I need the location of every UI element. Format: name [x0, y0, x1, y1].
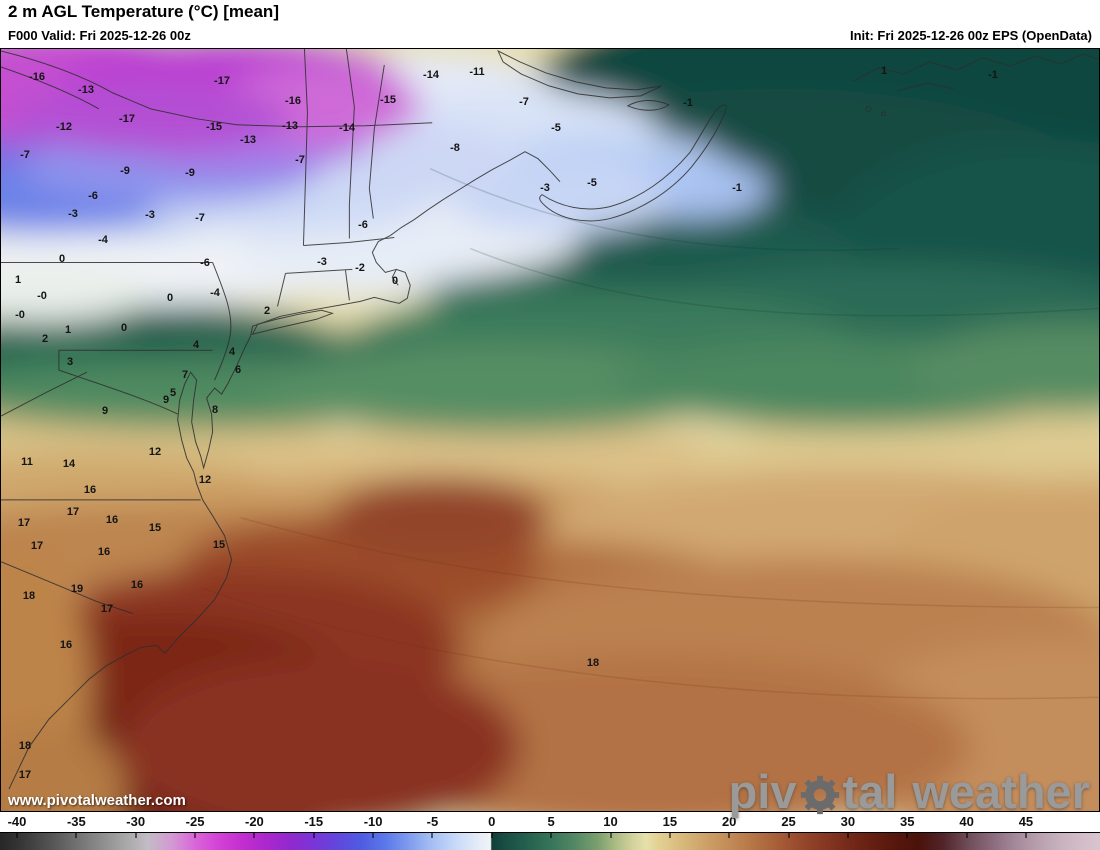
init-time-label: Init: Fri 2025-12-26 00z EPS (OpenData) [849, 28, 1092, 43]
colorbar-tick-mark [728, 833, 731, 838]
colorbar-tick-mark [490, 833, 493, 838]
colorbar-tick-labels: -40 -35 -30 -25 -20 -15 -10 -5 0 5 10 15 20 25 30 35 40 4… [0, 812, 1100, 832]
isotherm-contours [429, 168, 1099, 317]
colorbar-tick-mark [372, 833, 375, 838]
watermark-url: www.pivotalweather.com [8, 792, 186, 809]
colorbar-tick: 0 [488, 814, 496, 829]
colorbar-tick: 10 [603, 814, 618, 829]
colorbar-tick: 35 [900, 814, 915, 829]
header: 2 m AGL Temperature (°C) [mean] F000 Val… [0, 0, 1100, 48]
colorbar-tick-mark [1024, 833, 1027, 838]
colorbar-tick-mark [134, 833, 137, 838]
logo-text-piv: piv [728, 765, 797, 818]
colorbar-tick-mark [16, 833, 18, 838]
colorbar-tick: 45 [1018, 814, 1034, 829]
colorbar-tick: -5 [426, 814, 439, 829]
colorbar-tick: 40 [959, 814, 974, 829]
colorbar-tick-mark [965, 833, 968, 838]
temperature-field [1, 49, 1099, 811]
colorbar-tick-mark [906, 833, 909, 838]
colorbar-tick: 5 [547, 814, 555, 829]
colorbar-tick-mark [75, 833, 78, 838]
colorbar [0, 832, 1100, 850]
colorbar-tick: 30 [840, 814, 856, 829]
colorbar-tick: -40 [7, 814, 27, 829]
colorbar-tick: 25 [781, 814, 796, 829]
colorbar-tick-mark [194, 833, 197, 838]
coastlines [1, 49, 1099, 790]
valid-time-label: F000 Valid: Fri 2025-12-26 00z [8, 28, 191, 43]
colorbar-tick: 20 [721, 814, 737, 829]
temperature-map [0, 48, 1100, 812]
logo-text-tal: tal [842, 765, 898, 818]
colorbar-tick: 15 [662, 814, 678, 829]
colorbar-tick: -30 [126, 814, 146, 829]
colorbar-tick: -35 [66, 814, 86, 829]
gear-icon [800, 775, 839, 814]
colorbar-tick-mark [431, 833, 434, 838]
page-title: 2 m AGL Temperature (°C) [mean] [8, 2, 279, 21]
colorbar-tick-mark [609, 833, 612, 838]
colorbar-tick-mark [846, 833, 849, 838]
colorbar-tick-mark [550, 833, 553, 838]
colorbar-tick: -25 [185, 814, 205, 829]
logo-text-weather: weather [912, 765, 1090, 818]
colorbar-tick: -10 [363, 814, 383, 829]
colorbar-tick: -20 [244, 814, 264, 829]
colorbar-tick-mark [787, 833, 790, 838]
colorbar-tick: -15 [304, 814, 324, 829]
colorbar-tick-mark [668, 833, 671, 838]
pivotal-weather-logo: piv tal weather [729, 764, 1090, 819]
colorbar-tick-mark [253, 833, 256, 838]
colorbar-tick-mark [312, 833, 315, 838]
